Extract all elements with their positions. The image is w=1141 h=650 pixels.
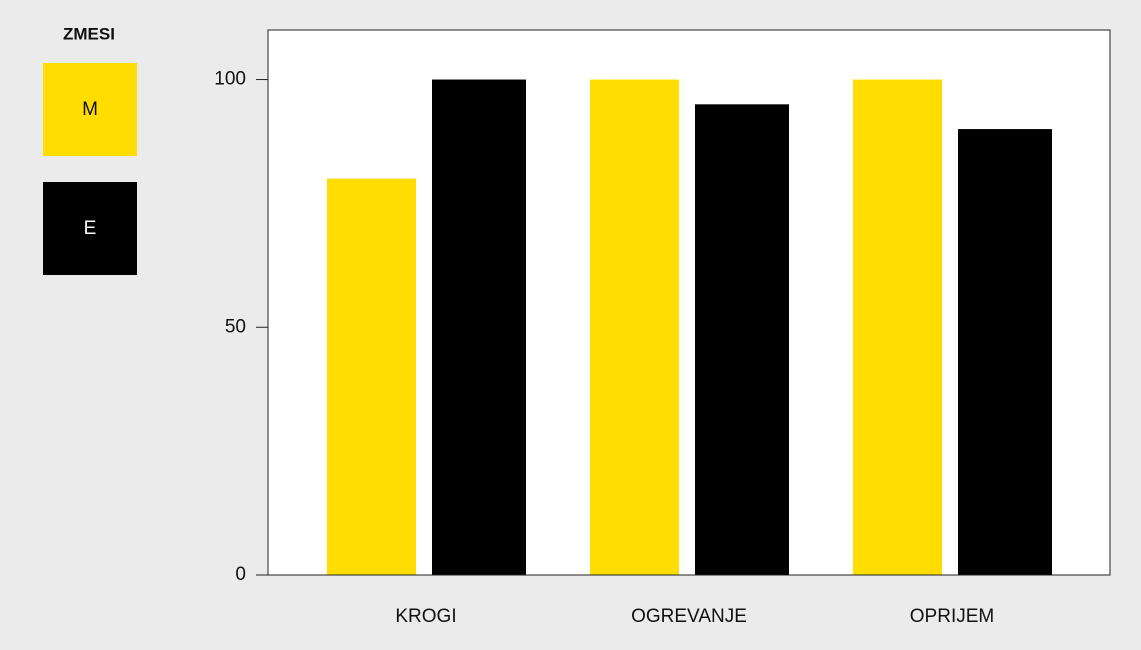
y-tick-label: 100 (214, 69, 246, 90)
x-tick-label: KROGI (395, 606, 456, 627)
bar (695, 104, 789, 576)
legend-label: E (84, 218, 97, 239)
x-tick-label: OPRIJEM (910, 606, 994, 627)
legend-swatch (43, 182, 137, 275)
x-tick-label: OGREVANJE (631, 606, 747, 627)
y-tick-label: 0 (235, 564, 246, 585)
legend-swatch (43, 63, 137, 156)
legend-title: ZMESI (63, 24, 115, 43)
legend-label: M (82, 99, 98, 120)
y-tick-label: 50 (225, 316, 246, 337)
bar (958, 129, 1052, 575)
bar (432, 79, 526, 575)
bar (853, 79, 942, 575)
bar (327, 178, 416, 576)
bar (590, 79, 679, 575)
